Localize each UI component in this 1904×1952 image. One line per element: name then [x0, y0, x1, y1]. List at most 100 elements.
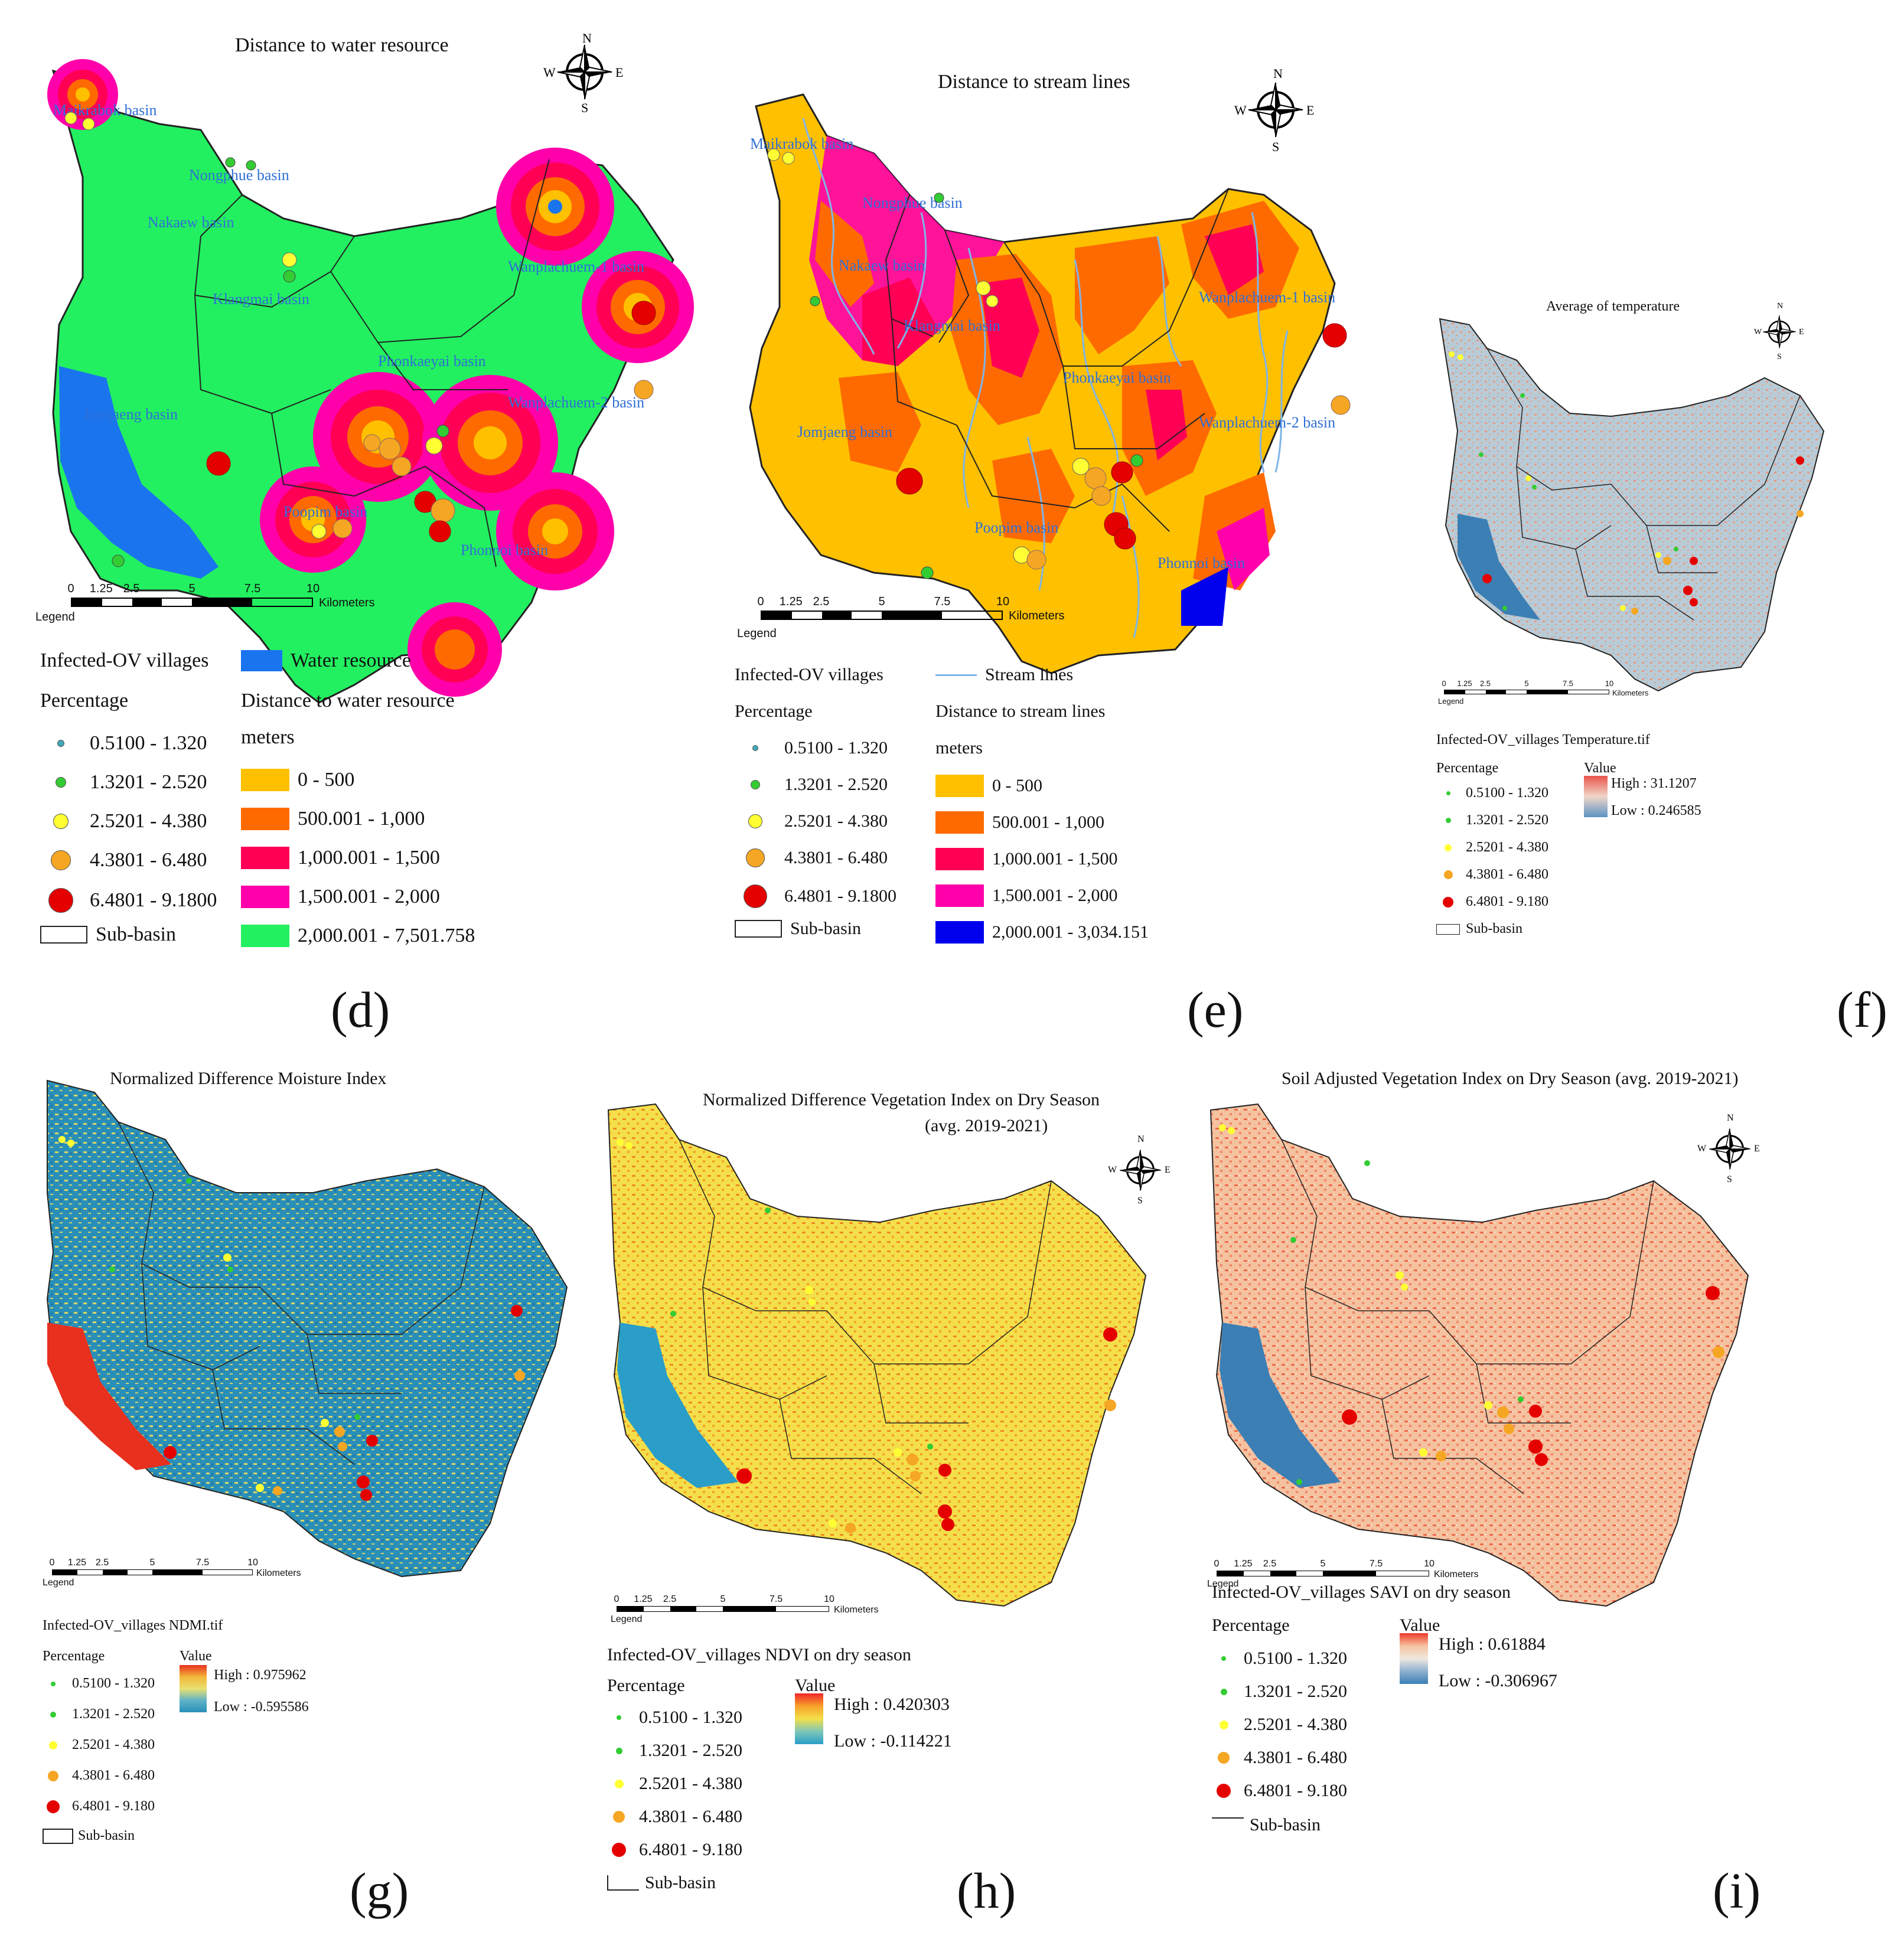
legend-low: Low : 0.246585 — [1611, 803, 1701, 819]
basin-label: Klangmai basin — [904, 317, 1000, 334]
scale-tick: 5 — [720, 1594, 726, 1605]
legend-water-label: Water resource — [291, 649, 411, 672]
legend-percentage: Percentage — [1212, 1615, 1290, 1636]
legend-distance-label: 500.001 - 1,000 — [992, 812, 1104, 833]
panel-label: (h) — [957, 1861, 1016, 1920]
scale-tick: 2.5 — [1263, 1559, 1276, 1569]
map-title: Average of temperature — [1546, 299, 1680, 315]
scale-tick: 7.5 — [196, 1558, 209, 1568]
legend-subbasin-label: Sub-basin — [790, 919, 861, 939]
scale-tick: 10 — [1424, 1559, 1434, 1569]
scale-tick: 0 — [1214, 1559, 1220, 1569]
scale-unit: Kilometers — [1434, 1569, 1479, 1580]
legend-class-row: 1.3201 - 2.520 — [43, 1706, 155, 1722]
legend-class-label: 4.3801 - 6.480 — [1466, 867, 1548, 883]
scale-tick: 5 — [150, 1558, 155, 1568]
color-ramp — [1400, 1633, 1428, 1684]
legend-class-row: 0.5100 - 1.320 — [1436, 785, 1548, 801]
legend-class-label: 6.4801 - 9.180 — [1244, 1781, 1347, 1801]
map-title: Soil Adjusted Vegetation Index on Dry Se… — [1282, 1069, 1739, 1089]
legend-class-row: 2.5201 - 4.380 — [43, 1737, 155, 1753]
legend-distance-label: 0 - 500 — [992, 776, 1042, 796]
basin-label: Nongphue basin — [189, 167, 289, 184]
scale-tick: 2.5 — [813, 595, 830, 609]
basin-label: Phonnoi basin — [461, 541, 548, 559]
scale-tick: 5 — [1321, 1559, 1326, 1569]
legend-low: Low : -0.306967 — [1439, 1671, 1557, 1691]
legend-streams: Stream lines — [935, 665, 1073, 685]
scale-bar: 0 1.25 2.5 5 7.5 10 Kilometers Legend — [1444, 679, 1609, 694]
scale-tick: 2.5 — [663, 1594, 676, 1605]
basin-label: Wanplachuem-2 basin — [1199, 414, 1335, 431]
legend: Infected-OV_villages SAVI on dry season … — [1212, 1582, 1625, 1842]
legend-distance-heading: Distance to stream lines — [935, 701, 1105, 722]
legend-heading: Legend — [1438, 697, 1463, 706]
legend-class-row: 0.5100 - 1.320 — [43, 1676, 155, 1692]
scale-tick: 10 — [307, 582, 319, 596]
legend-class-label: 0.5100 - 1.320 — [1466, 785, 1548, 801]
scale-tick: 1.25 — [90, 582, 113, 596]
legend-subbasin: Sub-basin — [735, 919, 861, 939]
legend-class-label: 2.5201 - 4.380 — [639, 1774, 742, 1794]
legend-class-label: 0.5100 - 1.320 — [784, 738, 888, 758]
legend-subbasin-label: Sub-basin — [96, 923, 176, 946]
legend-distance-row: 0 - 500 — [935, 775, 1042, 797]
legend-value: Value — [1584, 760, 1616, 776]
legend-percentage: Percentage — [607, 1676, 685, 1696]
color-ramp — [1584, 776, 1608, 817]
scale-unit: Kilometers — [834, 1605, 879, 1615]
legend-class-row: 2.5201 - 4.380 — [607, 1774, 742, 1794]
panel-label: (i) — [1713, 1861, 1760, 1920]
scale-tick: 1.25 — [68, 1558, 86, 1568]
panel-label: (d) — [331, 980, 390, 1039]
legend-distance-label: 0 - 500 — [298, 769, 354, 791]
legend-distance-row: 0 - 500 — [241, 769, 354, 791]
legend: Infected-OV villages Water resource Perc… — [40, 649, 572, 968]
scale-tick: 0 — [614, 1594, 620, 1605]
legend: Infected-OV_villages NDVI on dry season … — [607, 1645, 1021, 1893]
scale-tick: 0 — [1442, 679, 1446, 688]
basin-label: Jomjaeng basin — [83, 406, 178, 423]
legend-villages: Infected-OV villages — [40, 649, 208, 672]
legend-distance-row: 1,500.001 - 2,000 — [241, 886, 440, 908]
legend-percentage: Percentage — [735, 701, 813, 722]
legend-distance-heading: Distance to water resource — [241, 690, 455, 712]
legend-class-row: 0.5100 - 1.320 — [735, 738, 888, 758]
compass-n: N — [1777, 302, 1783, 311]
legend-water: Water resource — [241, 649, 411, 672]
water-swatch — [241, 650, 282, 671]
legend-gradient — [1400, 1633, 1428, 1684]
legend-class-row: 0.5100 - 1.320 — [1212, 1649, 1347, 1669]
legend-class-row: 4.3801 - 6.480 — [43, 1768, 155, 1784]
basin-label: Maikrabok basin — [750, 135, 853, 152]
legend-gradient — [1584, 776, 1608, 817]
legend-class-label: 4.3801 - 6.480 — [1244, 1748, 1347, 1768]
legend-heading: Legend — [611, 1614, 642, 1625]
legend-class-label: 1.3201 - 2.520 — [784, 775, 888, 795]
legend-subbasin-label: Sub-basin — [645, 1873, 716, 1893]
legend-subbasin-label: Sub-basin — [1466, 921, 1522, 937]
legend-class-row: 2.5201 - 4.380 — [1212, 1715, 1347, 1735]
legend-title: Infected-OV_villages NDMI.tif — [43, 1618, 223, 1634]
legend-class-label: 1.3201 - 2.520 — [72, 1706, 155, 1722]
basin-label: Phonkaeyai basin — [1063, 369, 1171, 386]
basin-label: Nakaew basin — [839, 257, 925, 274]
legend-class-label: 6.4801 - 9.1800 — [90, 889, 217, 912]
legend-streams-label: Stream lines — [985, 665, 1073, 685]
scale-bar: 0 1.25 2.5 5 7.5 10 Kilometers Legend — [1217, 1559, 1429, 1576]
legend-class-row: 6.4801 - 9.180 — [607, 1840, 742, 1860]
scale-tick: 10 — [824, 1594, 834, 1605]
legend-class-row: 2.5201 - 4.380 — [1436, 840, 1548, 856]
basin-label: Poopim basin — [283, 503, 367, 520]
legend-class-label: 6.4801 - 9.180 — [72, 1798, 155, 1814]
legend-distance-label: 1,500.001 - 2,000 — [298, 886, 440, 908]
scale-tick: 1.25 — [780, 595, 803, 609]
basin-label: Phonnoi basin — [1158, 554, 1245, 572]
legend-heading: Legend — [737, 627, 777, 641]
scale-tick: 1.25 — [1457, 679, 1472, 688]
legend-class-label: 2.5201 - 4.380 — [1244, 1715, 1347, 1735]
ndmi-map — [35, 1075, 602, 1582]
legend-class-row: 4.3801 - 6.480 — [40, 849, 207, 871]
legend-high: High : 31.1207 — [1611, 776, 1697, 792]
legend-class-row: 1.3201 - 2.520 — [40, 771, 207, 794]
